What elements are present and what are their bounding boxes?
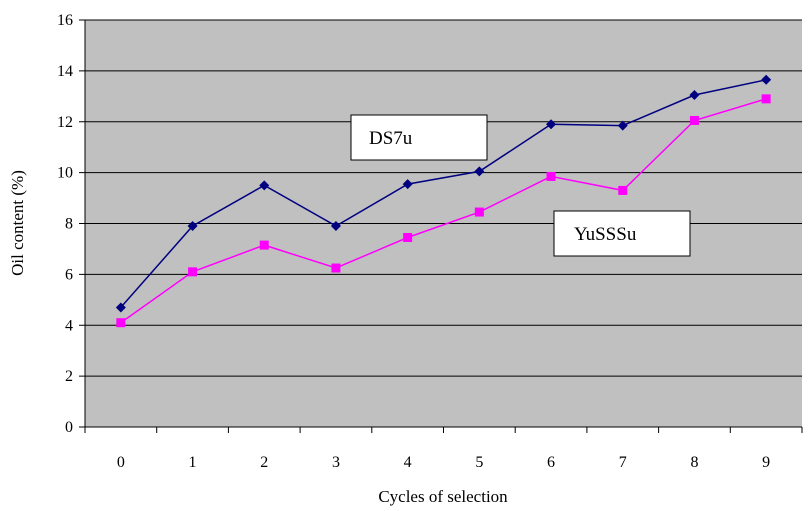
y-tick-label-2: 2 — [65, 368, 73, 385]
point-yusssu-4 — [403, 232, 413, 242]
point-ds7u-1 — [187, 221, 198, 232]
x-tick-label-3: 3 — [332, 454, 340, 471]
point-ds7u-4 — [402, 179, 413, 190]
point-yusssu-6 — [546, 171, 556, 181]
x-tick-label-9: 9 — [762, 454, 770, 471]
series-layer — [115, 74, 772, 328]
x-axis-title: Cycles of selection — [378, 487, 508, 506]
point-yusssu-8 — [689, 115, 699, 125]
point-ds7u-9 — [761, 74, 772, 85]
y-tick-label-10: 10 — [57, 165, 73, 182]
y-tick-label-16: 16 — [57, 12, 73, 29]
y-tick-label-6: 6 — [65, 266, 73, 283]
point-yusssu-0 — [116, 318, 126, 328]
callout-ds7u-label: DS7u — [369, 128, 413, 149]
x-tick-label-8: 8 — [690, 454, 698, 471]
point-ds7u-2 — [259, 180, 270, 191]
point-ds7u-8 — [689, 90, 700, 101]
callout-yussu-box — [553, 210, 691, 257]
x-tick-label-2: 2 — [260, 454, 268, 471]
y-tick-label-0: 0 — [65, 419, 73, 436]
x-tick-label-5: 5 — [475, 454, 483, 471]
y-axis-ticks: 0 2 4 6 8 10 12 14 16 — [57, 12, 85, 436]
callout-ds7u: DS7u — [350, 114, 488, 161]
x-tick-label-7: 7 — [619, 454, 627, 471]
point-yusssu-7 — [618, 185, 628, 195]
y-tick-label-12: 12 — [57, 114, 73, 131]
series-yusssu — [116, 94, 771, 328]
callout-yussu: YuSSSu — [553, 210, 691, 257]
callout-ds7u-box — [350, 114, 488, 161]
x-tick-label-0: 0 — [117, 454, 125, 471]
x-tick-label-1: 1 — [189, 454, 197, 471]
x-axis-ticks: 0 1 2 3 4 5 6 7 8 9 — [84, 427, 803, 471]
y-tick-label-8: 8 — [65, 216, 73, 233]
point-yusssu-9 — [761, 94, 771, 104]
series-line-yusssu — [120, 98, 767, 324]
x-tick-label-4: 4 — [404, 454, 412, 471]
point-ds7u-7 — [617, 120, 628, 131]
point-yusssu-3 — [331, 263, 341, 273]
series-line-ds7u — [120, 79, 767, 308]
point-yusssu-2 — [259, 240, 269, 250]
point-ds7u-5 — [474, 166, 485, 177]
point-ds7u-0 — [115, 302, 126, 313]
y-axis-title: Oil content (%) — [8, 170, 27, 276]
point-ds7u-6 — [546, 119, 557, 130]
point-ds7u-3 — [330, 221, 341, 232]
callout-yussu-label: YuSSSu — [574, 224, 637, 245]
y-tick-label-14: 14 — [57, 63, 73, 80]
y-tick-label-4: 4 — [65, 317, 73, 334]
series-ds7u — [115, 74, 772, 313]
x-tick-label-6: 6 — [547, 454, 555, 471]
point-yusssu-5 — [474, 207, 484, 217]
point-yusssu-1 — [188, 267, 198, 277]
